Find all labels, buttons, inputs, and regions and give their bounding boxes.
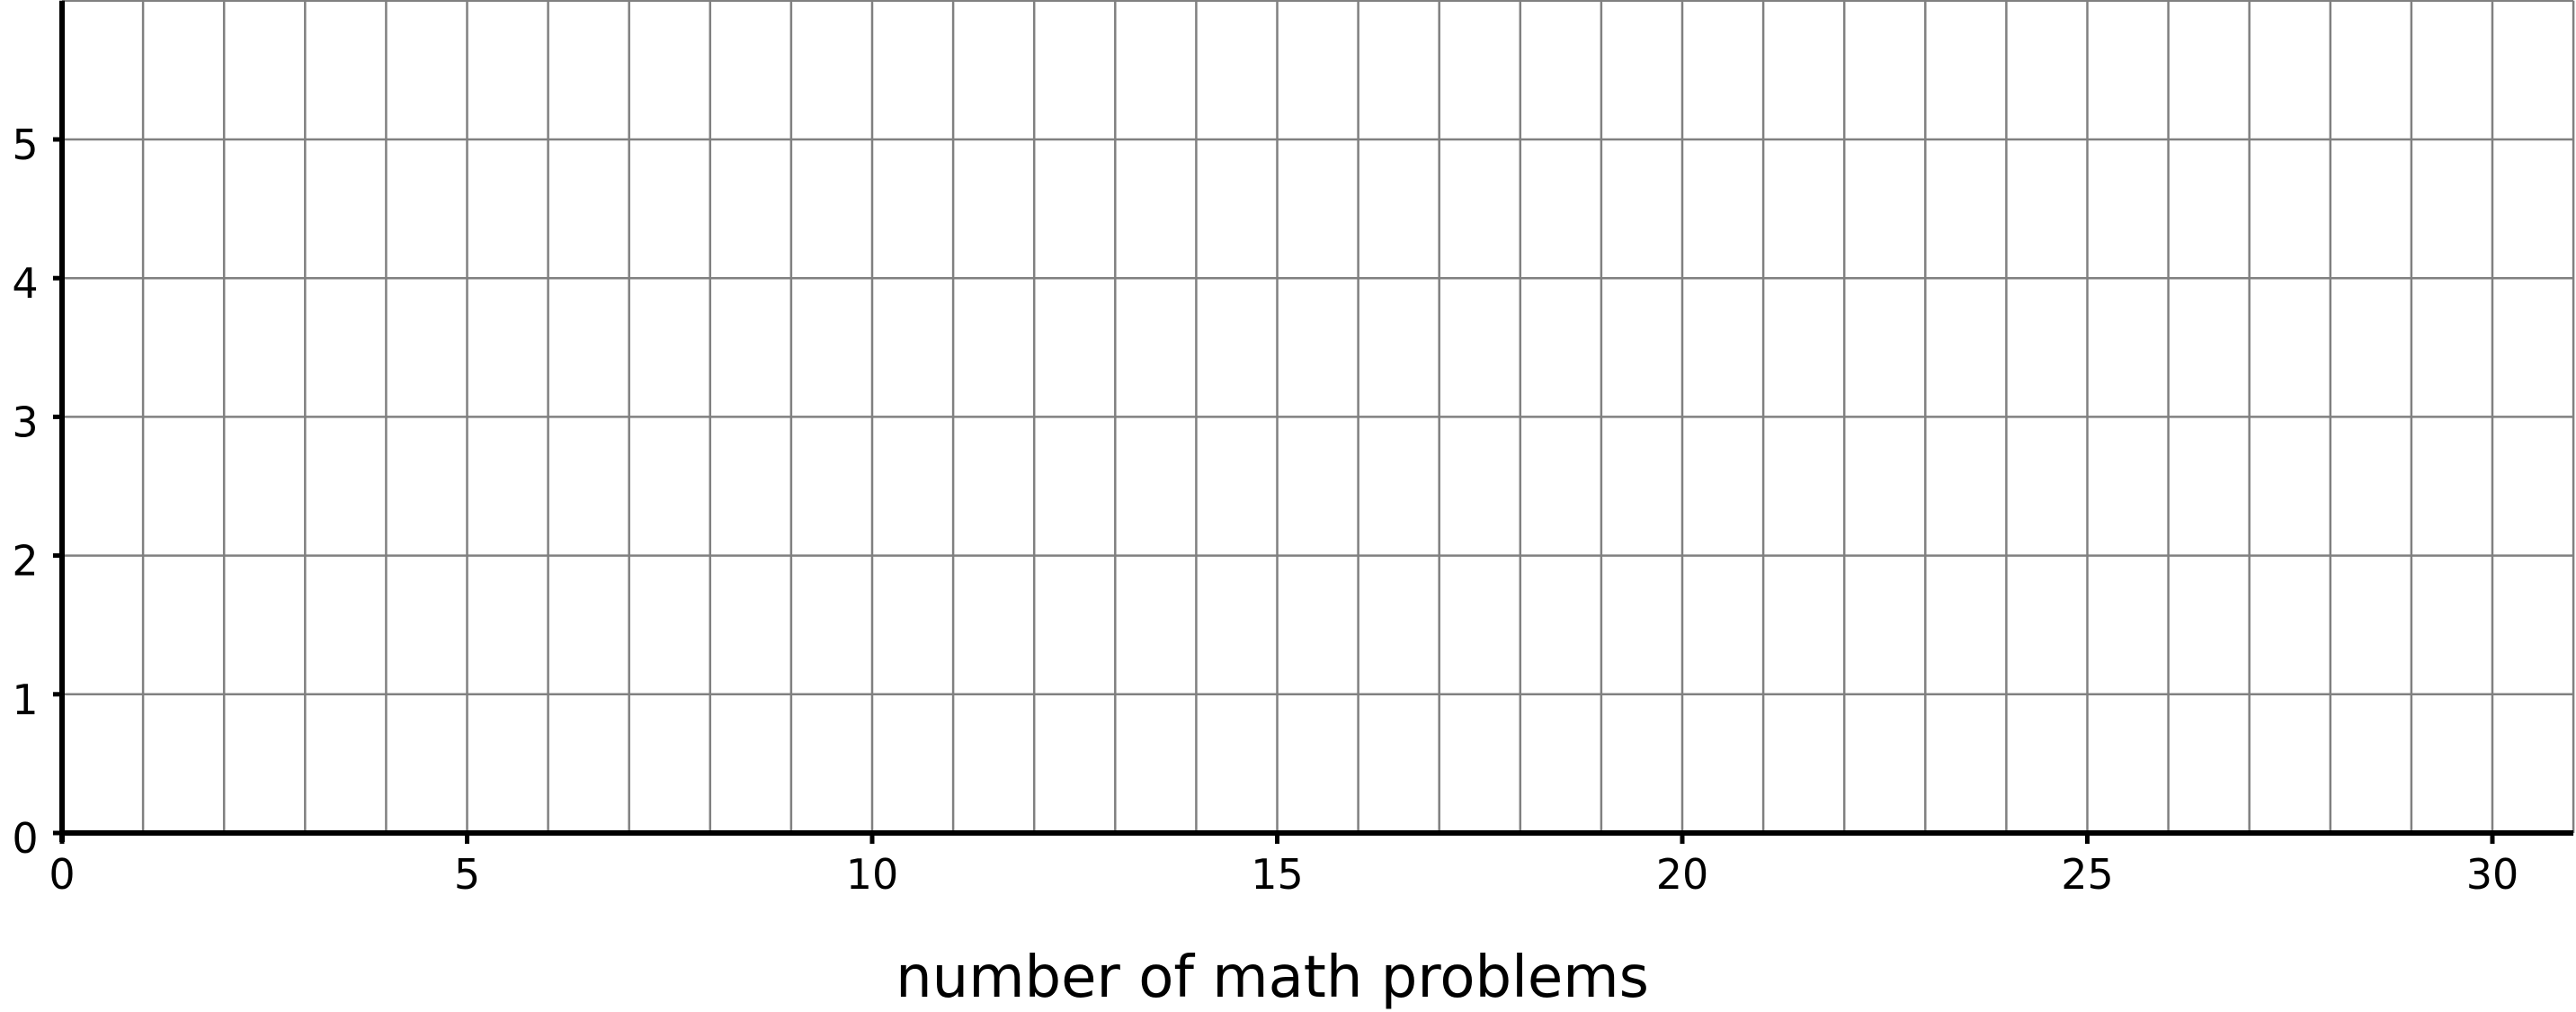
grid — [62, 0, 2575, 833]
x-tick-label: 0 — [49, 850, 75, 899]
y-tick-label: 4 — [12, 259, 38, 308]
y-tick-label: 2 — [12, 537, 38, 586]
y-tick-label: 5 — [12, 121, 38, 169]
x-tick-label: 15 — [1251, 850, 1304, 899]
x-tick-label: 10 — [846, 850, 899, 899]
y-tick-label: 1 — [12, 676, 38, 724]
axes — [53, 0, 2574, 844]
y-tick-label: 3 — [12, 398, 38, 446]
tick-labels: 0 5 10 15 20 25 30 0 1 2 3 4 5 — [12, 121, 2518, 899]
x-tick-label: 25 — [2061, 850, 2114, 899]
y-tick-label: 0 — [12, 814, 38, 863]
x-tick-label: 30 — [2466, 850, 2519, 899]
x-tick-label: 5 — [454, 850, 480, 899]
x-tick-label: 20 — [1656, 850, 1709, 899]
x-axis-label: number of math problems — [896, 945, 1649, 1011]
